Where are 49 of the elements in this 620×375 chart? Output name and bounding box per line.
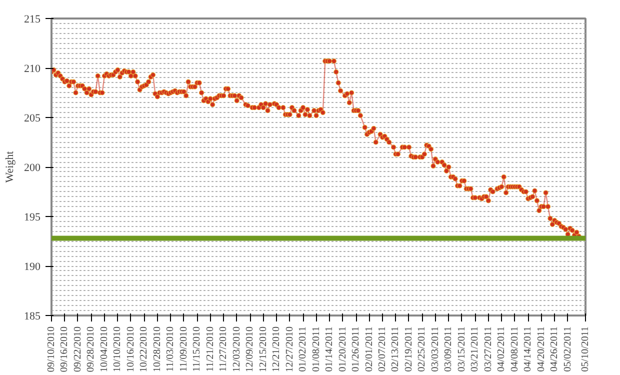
- x-tick-label: 03/09/2011: [443, 326, 454, 372]
- x-tick-label: 01/08/2011: [310, 326, 322, 372]
- x-tick-label: 04/02/2011: [496, 326, 508, 372]
- y-tick-label: 210: [24, 63, 41, 75]
- x-tick-label: 03/03/2011: [430, 326, 441, 372]
- x-tick-label: 02/13/2011: [390, 326, 402, 372]
- x-tick-label: 11/09/2010: [178, 326, 190, 372]
- x-tick-label: 03/27/2011: [482, 326, 494, 372]
- x-tick-label: 12/27/2010: [284, 326, 296, 372]
- x-tick-label: 04/08/2011: [509, 326, 520, 372]
- x-tick-label: 11/15/2010: [192, 326, 203, 372]
- x-tick-label: 02/25/2011: [416, 326, 428, 372]
- x-tick-label: 01/02/2011: [298, 326, 309, 372]
- x-tick-label: 04/14/2011: [522, 326, 534, 372]
- x-tick-label: 02/01/2011: [364, 326, 375, 372]
- x-tick-label: 01/14/2011: [324, 326, 336, 372]
- y-axis-title: Weight: [4, 151, 16, 183]
- x-tick-label: 10/22/2010: [138, 326, 150, 372]
- x-tick-label: 09/28/2010: [86, 326, 97, 372]
- x-tick-label: 12/09/2010: [244, 326, 256, 372]
- x-tick-label: 03/15/2011: [456, 326, 468, 372]
- x-tick-label: 10/28/2010: [152, 326, 163, 372]
- y-tick-label: 195: [24, 212, 41, 224]
- x-tick-label: 11/21/2010: [204, 326, 216, 372]
- y-tick-label: 215: [24, 14, 41, 26]
- x-tick-label: 10/10/2010: [112, 326, 124, 372]
- x-tick-label: 12/03/2010: [231, 326, 242, 372]
- x-tick-label: 01/20/2011: [337, 326, 348, 372]
- x-tick-label: 09/22/2010: [72, 326, 84, 372]
- x-tick-label: 09/16/2010: [59, 326, 70, 372]
- x-tick-label: 04/26/2011: [549, 326, 560, 372]
- y-tick-label: 205: [24, 112, 41, 124]
- x-tick-label: 09/10/2010: [46, 326, 57, 372]
- x-tick-label: 05/02/2011: [562, 326, 574, 372]
- y-tick-label: 185: [24, 310, 41, 322]
- x-tick-label: 12/21/2010: [271, 326, 282, 372]
- x-tick-label: 04/20/2011: [536, 326, 547, 372]
- x-tick-label: 11/03/2010: [165, 326, 176, 372]
- x-tick-label: 02/19/2011: [403, 326, 414, 372]
- y-tick-label: 190: [24, 261, 41, 273]
- x-tick-label: 11/27/2010: [218, 326, 230, 372]
- x-tick-label: 10/16/2010: [125, 326, 136, 372]
- x-tick-label: 01/26/2011: [350, 326, 362, 372]
- x-tick-label: 03/21/2011: [470, 326, 481, 372]
- x-tick-label: 12/15/2010: [258, 326, 269, 372]
- y-tick-label: 200: [24, 162, 41, 174]
- x-tick-label: 05/10/2011: [580, 326, 591, 372]
- x-tick-label: 02/07/2011: [376, 326, 388, 372]
- x-tick-label: 10/04/2010: [98, 326, 110, 372]
